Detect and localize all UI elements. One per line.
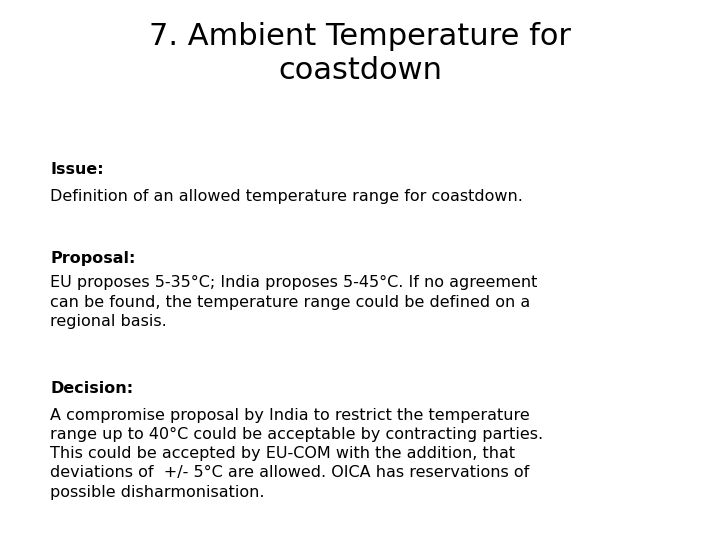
Text: Decision:: Decision: xyxy=(50,381,133,396)
Text: A compromise proposal by India to restrict the temperature
range up to 40°C coul: A compromise proposal by India to restri… xyxy=(50,408,544,500)
Text: EU proposes 5-35°C; India proposes 5-45°C. If no agreement
can be found, the tem: EU proposes 5-35°C; India proposes 5-45°… xyxy=(50,275,538,329)
Text: Proposal:: Proposal: xyxy=(50,251,136,266)
Text: 7. Ambient Temperature for
coastdown: 7. Ambient Temperature for coastdown xyxy=(149,22,571,85)
Text: Issue:: Issue: xyxy=(50,162,104,177)
Text: Definition of an allowed temperature range for coastdown.: Definition of an allowed temperature ran… xyxy=(50,189,523,204)
